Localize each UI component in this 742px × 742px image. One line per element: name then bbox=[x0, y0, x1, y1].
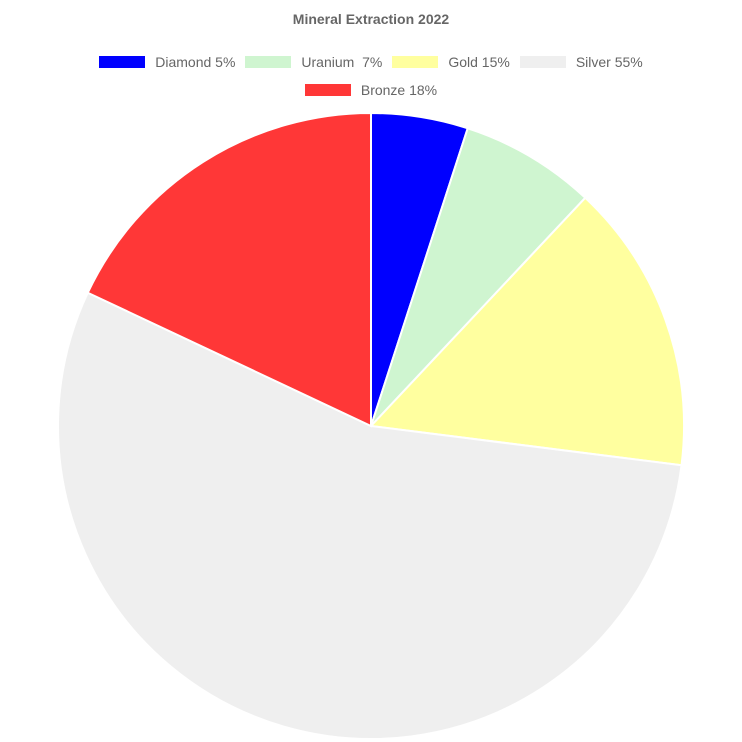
legend-swatch-diamond bbox=[99, 56, 146, 68]
legend-swatch-silver bbox=[519, 56, 566, 68]
legend-item-silver[interactable]: Silver 55% bbox=[519, 53, 643, 71]
pie-slice-uranium[interactable] bbox=[370, 127, 587, 427]
legend-label-gold: Gold 15% bbox=[448, 54, 510, 70]
pie-slice-silver[interactable] bbox=[57, 291, 683, 740]
legend-row: Bronze 18% bbox=[0, 81, 742, 99]
legend-item-gold[interactable]: Gold 15% bbox=[392, 53, 510, 71]
legend-row: Diamond 5% Uranium 7% Gold 15% Silver 55… bbox=[0, 53, 742, 71]
pie-slices bbox=[57, 111, 685, 740]
legend-swatch-uranium bbox=[245, 56, 292, 68]
legend-item-uranium[interactable]: Uranium 7% bbox=[245, 53, 382, 71]
legend-swatch-gold bbox=[392, 56, 439, 68]
legend-swatch-bronze bbox=[304, 84, 351, 96]
pie-slice-bronze[interactable] bbox=[86, 111, 372, 428]
legend-label-uranium: Uranium 7% bbox=[301, 54, 383, 70]
legend-label-bronze: Bronze 18% bbox=[360, 82, 438, 98]
pie-slice-gold[interactable] bbox=[368, 196, 685, 467]
legend-label-silver: Silver 55% bbox=[575, 54, 643, 70]
legend-item-bronze[interactable]: Bronze 18% bbox=[304, 81, 438, 99]
legend-item-diamond[interactable]: Diamond 5% bbox=[99, 53, 235, 71]
legend-label-diamond: Diamond 5% bbox=[155, 54, 236, 70]
chart-title: Mineral Extraction 2022 bbox=[292, 11, 450, 27]
